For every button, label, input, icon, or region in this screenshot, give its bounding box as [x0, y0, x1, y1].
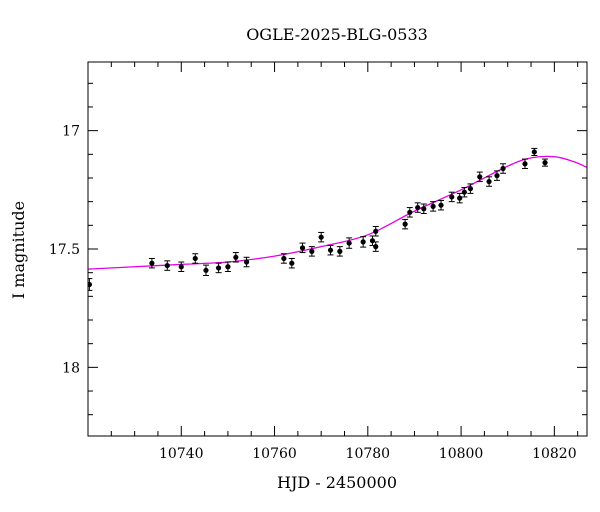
data-marker	[457, 195, 463, 201]
data-marker	[373, 244, 379, 250]
data-point	[406, 207, 413, 218]
data-marker	[318, 234, 324, 240]
data-marker	[215, 265, 222, 271]
data-marker	[494, 173, 500, 179]
data-point	[243, 256, 250, 268]
data-marker	[88, 281, 92, 288]
data-point	[148, 257, 155, 269]
data-marker	[486, 178, 492, 185]
data-marker	[369, 238, 376, 244]
x-tick-label: 10780	[346, 446, 391, 462]
data-marker	[327, 247, 334, 253]
y-tick-label: 17.5	[49, 242, 80, 258]
model-curve	[88, 155, 587, 270]
data-marker	[337, 248, 343, 254]
data-point	[215, 262, 222, 274]
data-marker	[522, 161, 528, 167]
data-point	[448, 191, 455, 203]
y-tick-label: 18	[62, 360, 80, 376]
data-marker	[402, 221, 408, 227]
plot-layer	[88, 62, 587, 436]
data-point	[299, 242, 306, 254]
data-point	[280, 253, 287, 264]
data-point	[308, 246, 315, 257]
data-marker	[373, 228, 379, 234]
data-point	[336, 246, 343, 257]
data-point	[360, 236, 367, 248]
data-point	[493, 170, 500, 181]
y-tick-label: 17	[62, 124, 80, 140]
data-marker	[415, 204, 421, 211]
data-point	[318, 231, 325, 243]
data-point	[192, 253, 199, 264]
data-marker	[243, 259, 250, 265]
data-point	[178, 261, 185, 272]
data-marker	[233, 254, 239, 260]
data-point	[500, 163, 507, 174]
data-point	[521, 158, 528, 170]
data-point	[476, 171, 483, 183]
data-point	[202, 264, 209, 277]
data-point	[542, 158, 549, 167]
data-marker	[531, 149, 537, 155]
data-marker	[467, 186, 474, 192]
data-marker	[346, 240, 352, 246]
data-marker	[281, 255, 287, 262]
data-point	[346, 237, 353, 249]
data-point	[288, 257, 295, 269]
data-marker	[477, 174, 483, 180]
data-marker	[149, 260, 155, 266]
data-point	[164, 260, 171, 271]
x-tick-label: 10800	[439, 446, 484, 462]
x-tick-label: 10760	[252, 446, 297, 462]
data-marker	[438, 202, 444, 208]
data-marker	[542, 160, 548, 166]
x-axis-label: HJD - 2450000	[277, 473, 397, 492]
data-marker	[289, 260, 295, 266]
data-marker	[421, 206, 427, 212]
data-point	[402, 218, 409, 230]
data-point	[486, 176, 493, 187]
data-point	[456, 192, 463, 204]
data-marker	[164, 262, 170, 269]
data-marker	[299, 245, 306, 251]
y-axis-label: I magnitude	[9, 201, 28, 299]
data-point	[372, 241, 379, 252]
data-point	[369, 235, 376, 246]
data-marker	[225, 264, 231, 270]
plot-frame	[87, 61, 588, 437]
data-marker	[430, 203, 436, 209]
data-point	[467, 183, 474, 194]
data-marker	[178, 264, 184, 270]
x-tick-label: 10740	[159, 446, 204, 462]
data-marker	[500, 165, 506, 172]
data-point	[531, 147, 538, 156]
data-point	[232, 252, 239, 263]
data-point	[327, 244, 334, 256]
data-marker	[407, 209, 413, 215]
chart-title: OGLE-2025-BLG-0533	[246, 25, 428, 44]
data-marker	[309, 248, 315, 254]
data-point	[461, 186, 468, 198]
data-point	[88, 278, 93, 291]
data-point	[372, 226, 379, 237]
data-marker	[461, 189, 467, 195]
x-tick-label: 10820	[532, 446, 577, 462]
data-marker	[449, 194, 455, 200]
data-marker	[360, 239, 366, 245]
data-point	[420, 203, 427, 214]
data-point	[430, 201, 437, 212]
data-point	[414, 202, 421, 213]
data-marker	[203, 267, 209, 273]
data-point	[224, 261, 231, 272]
data-marker	[192, 255, 198, 262]
data-point	[438, 199, 445, 211]
